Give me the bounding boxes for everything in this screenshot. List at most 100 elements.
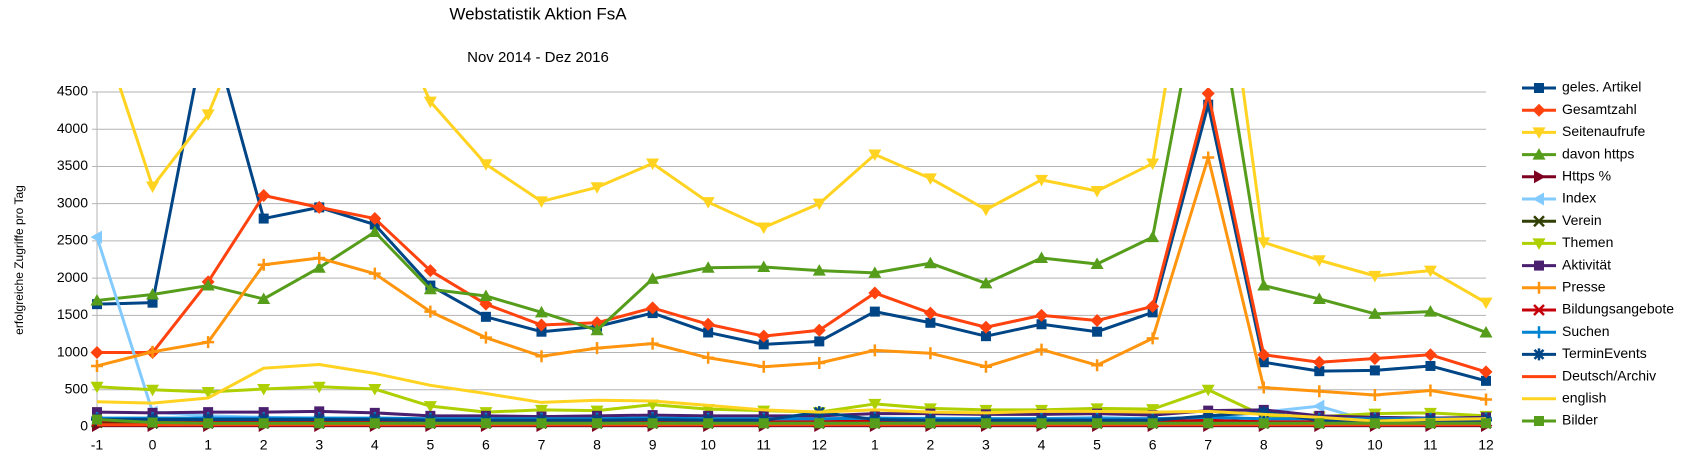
- x-tick-label: 9: [1315, 437, 1323, 453]
- x-tick-label: 12: [1478, 437, 1494, 453]
- chart-subtitle: Nov 2014 - Dez 2016: [467, 49, 609, 66]
- chart-title: Webstatistik Aktion FsA: [449, 4, 627, 23]
- x-tick-label: 0: [149, 437, 157, 453]
- marker: [259, 214, 269, 224]
- marker: [813, 357, 825, 369]
- marker: [981, 418, 991, 428]
- legend-marker: [1534, 170, 1546, 183]
- marker: [1424, 348, 1437, 361]
- marker: [148, 418, 158, 428]
- marker: [1092, 418, 1102, 428]
- marker: [92, 415, 102, 425]
- x-tick-label: 10: [700, 437, 716, 453]
- marker: [1481, 418, 1491, 428]
- x-tick-label: 6: [482, 437, 490, 453]
- marker: [1036, 344, 1048, 356]
- marker: [1147, 332, 1159, 344]
- marker: [1313, 385, 1325, 397]
- legend-label: TerminEvents: [1562, 345, 1647, 361]
- y-tick-label: 3500: [57, 157, 88, 173]
- x-tick-label: 5: [1093, 437, 1101, 453]
- x-tick-label: 8: [593, 437, 601, 453]
- marker: [702, 352, 714, 364]
- marker: [1424, 385, 1436, 397]
- marker: [91, 346, 104, 359]
- marker: [647, 338, 659, 350]
- legend-label: davon https: [1562, 145, 1634, 161]
- marker: [1369, 389, 1381, 401]
- marker: [870, 418, 880, 428]
- marker: [313, 252, 325, 264]
- marker: [814, 336, 824, 346]
- marker: [1091, 359, 1103, 371]
- y-tick-label: 4500: [57, 83, 88, 99]
- marker: [869, 344, 881, 356]
- marker: [1368, 352, 1381, 365]
- marker: [924, 257, 937, 269]
- y-tick-label: 500: [65, 380, 89, 396]
- series-line: [97, 0, 1486, 303]
- legend-label: Bildungsangebote: [1562, 301, 1674, 317]
- marker: [146, 182, 159, 194]
- x-tick-label: 5: [426, 437, 434, 453]
- legend-label: Seitenaufrufe: [1562, 123, 1645, 139]
- legend-marker: [1533, 326, 1545, 338]
- marker: [758, 361, 770, 373]
- marker: [535, 196, 548, 208]
- legend-marker: [1534, 83, 1544, 93]
- x-tick-label: 4: [371, 437, 379, 453]
- x-tick-label: 11: [756, 437, 771, 453]
- marker: [870, 307, 880, 317]
- y-tick-label: 2000: [57, 269, 88, 285]
- x-tick-label: 3: [315, 437, 323, 453]
- y-tick-label: 1500: [57, 306, 88, 322]
- legend: geles. ArtikelGesamtzahlSeitenaufrufedav…: [1522, 79, 1674, 428]
- x-tick-label: 10: [1367, 437, 1383, 453]
- plot-area: [91, 0, 1493, 432]
- marker: [1480, 393, 1492, 405]
- x-tick-label: 1: [871, 437, 879, 453]
- marker: [1037, 418, 1047, 428]
- x-tick-label: 9: [649, 437, 657, 453]
- marker: [1148, 418, 1158, 428]
- marker: [1313, 400, 1325, 413]
- marker: [1258, 406, 1270, 418]
- marker: [1259, 418, 1269, 428]
- legend-marker: [1533, 104, 1546, 117]
- marker: [1202, 87, 1215, 100]
- marker: [757, 222, 770, 234]
- legend-label: Deutsch/Archiv: [1562, 367, 1656, 383]
- marker: [1258, 382, 1270, 394]
- legend-label: Bilder: [1562, 412, 1598, 428]
- marker: [259, 418, 269, 428]
- marker: [1203, 418, 1213, 428]
- marker: [1202, 152, 1214, 164]
- x-tick-label: -1: [91, 437, 104, 453]
- marker: [814, 418, 824, 428]
- legend-label: Presse: [1562, 279, 1606, 295]
- marker: [924, 173, 937, 185]
- legend-label: Themen: [1562, 234, 1613, 250]
- legend-marker: [1533, 348, 1545, 360]
- marker: [980, 361, 992, 373]
- x-tick-label: 1: [204, 437, 212, 453]
- x-tick-label: 4: [1038, 437, 1046, 453]
- marker: [925, 418, 935, 428]
- series-line: [97, 18, 1486, 381]
- legend-label: english: [1562, 390, 1606, 406]
- y-axis-label: erfolgreiche Zugriffe pro Tag: [12, 185, 26, 335]
- legend-label: Https %: [1562, 168, 1611, 184]
- legend-label: Gesamtzahl: [1562, 101, 1637, 117]
- marker: [648, 418, 658, 428]
- marker: [91, 231, 103, 244]
- marker: [536, 418, 546, 428]
- series-line: [97, 237, 1486, 422]
- marker: [203, 13, 213, 23]
- marker: [1480, 298, 1493, 310]
- marker: [314, 418, 324, 428]
- y-tick-label: 2500: [57, 232, 88, 248]
- marker: [1092, 327, 1102, 337]
- marker: [91, 13, 104, 25]
- legend-marker: [1533, 282, 1545, 294]
- y-tick-label: 0: [80, 418, 88, 434]
